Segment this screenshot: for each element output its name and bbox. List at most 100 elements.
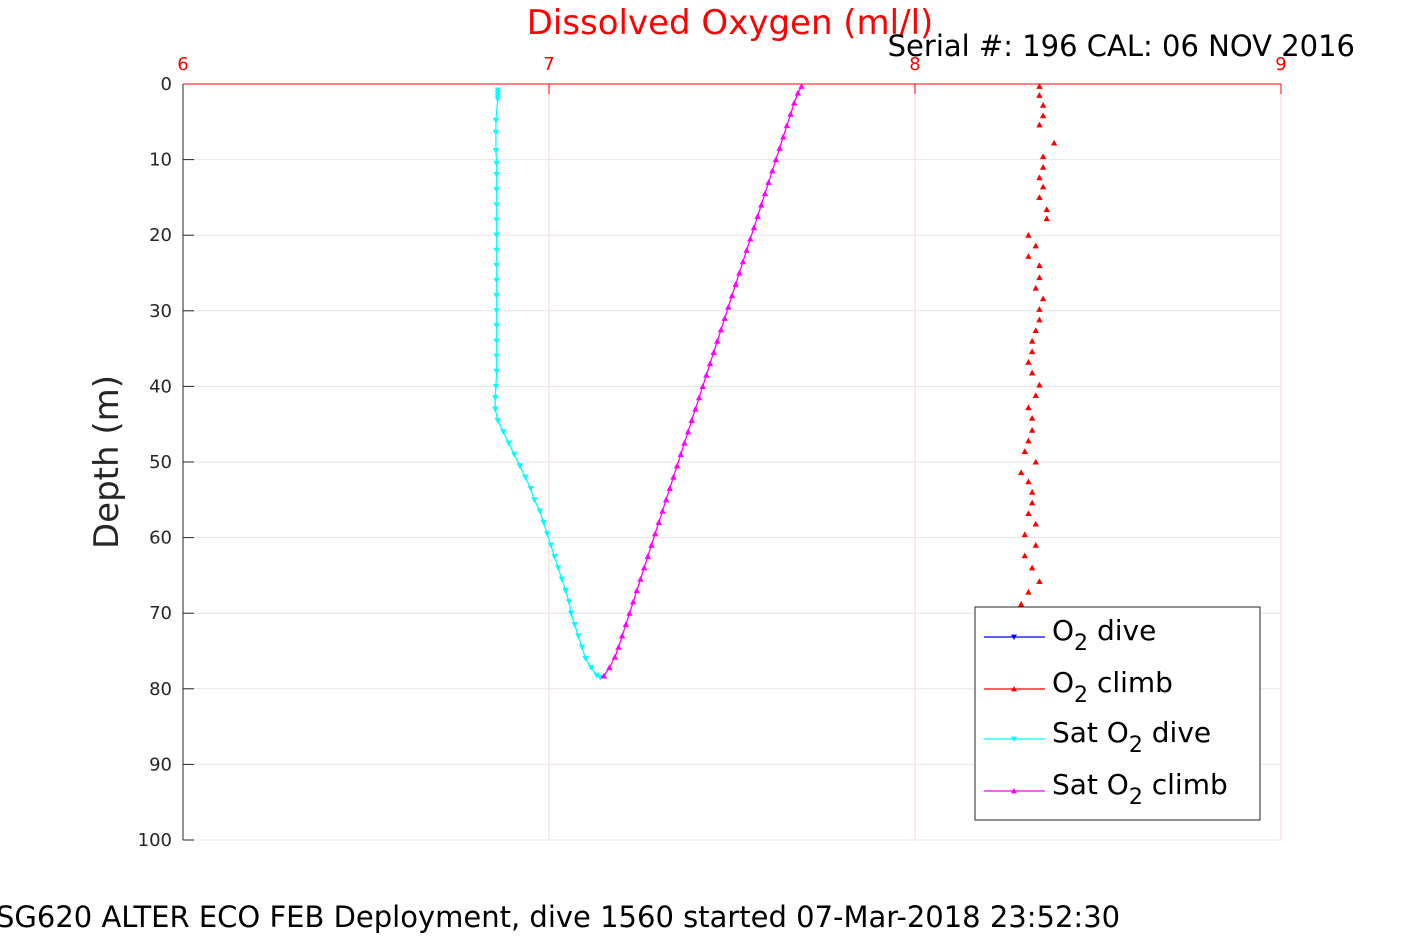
data-point	[1021, 531, 1028, 538]
data-point	[626, 610, 633, 616]
legend-swatch-marker	[1011, 788, 1017, 794]
data-point	[565, 599, 573, 606]
data-point	[1036, 121, 1043, 128]
data-point	[710, 349, 717, 355]
data-point	[1039, 112, 1047, 119]
data-point	[1039, 101, 1047, 108]
data-point	[1032, 392, 1039, 399]
data-point	[493, 323, 500, 330]
data-point	[655, 519, 662, 526]
data-point	[494, 90, 501, 97]
legend-label: Sat O2 climb	[1052, 768, 1228, 810]
data-point	[761, 190, 769, 197]
data-point	[536, 508, 544, 515]
data-point	[1025, 588, 1032, 595]
data-point	[491, 395, 499, 401]
data-point	[1036, 316, 1043, 323]
y-tick-label: 60	[149, 528, 172, 549]
data-point	[1021, 552, 1028, 559]
data-point	[732, 281, 739, 287]
data-point	[1036, 262, 1043, 268]
data-point	[493, 187, 500, 194]
data-point	[644, 553, 652, 560]
data-point	[692, 405, 699, 412]
legend-swatch-marker	[1011, 686, 1017, 692]
series-line	[603, 85, 803, 677]
data-point	[1028, 489, 1036, 495]
data-point	[511, 451, 518, 458]
data-point	[1028, 348, 1036, 355]
data-point	[721, 315, 728, 321]
y-tick-label: 70	[149, 603, 172, 624]
x-tick-label: 6	[177, 54, 188, 75]
data-point	[688, 417, 695, 423]
data-point	[769, 167, 776, 174]
data-point	[1039, 295, 1047, 302]
data-point	[725, 303, 732, 310]
data-point	[640, 564, 648, 571]
data-point	[1025, 232, 1032, 238]
y-tick-labels: 0 10 20 30 40 50 60 70 80 90 100	[138, 74, 172, 851]
data-point	[558, 576, 566, 583]
data-point	[1036, 381, 1043, 388]
data-point	[516, 463, 523, 469]
data-point	[493, 247, 500, 254]
data-point	[522, 474, 529, 481]
data-point	[662, 496, 670, 503]
data-point	[547, 542, 555, 549]
legend-label-subscript: 2	[1129, 733, 1143, 758]
data-point	[593, 672, 600, 679]
data-point	[1036, 578, 1043, 585]
data-point	[677, 451, 684, 457]
y-tick-label: 10	[149, 150, 172, 171]
data-point	[1039, 153, 1047, 160]
legend-label-part: dive	[1088, 614, 1156, 647]
data-point	[1036, 306, 1043, 312]
data-point	[670, 473, 677, 480]
y-tick-label: 100	[138, 830, 172, 851]
data-point	[493, 293, 500, 299]
data-point	[492, 383, 500, 390]
data-point	[651, 530, 659, 537]
data-point	[1028, 427, 1036, 433]
legend-label-subscript: 2	[1129, 785, 1143, 810]
data-point	[736, 269, 743, 276]
legend-label-subscript: 2	[1074, 631, 1088, 656]
legend-entry: Sat O2 dive	[984, 716, 1211, 758]
data-point	[1043, 215, 1050, 222]
data-point	[493, 368, 500, 375]
legend-label-part: dive	[1143, 716, 1211, 749]
y-tick-label: 40	[149, 376, 172, 397]
data-point	[1028, 337, 1036, 344]
data-point	[1025, 437, 1032, 444]
data-point	[1043, 206, 1050, 213]
data-point	[493, 232, 500, 239]
data-point	[562, 587, 569, 594]
data-point	[783, 122, 791, 129]
data-point	[1017, 600, 1025, 607]
legend-label-part: O	[1052, 614, 1074, 647]
data-point	[600, 672, 608, 679]
legend-swatch-marker	[1011, 736, 1017, 742]
data-point	[780, 133, 787, 140]
chart-title: Dissolved Oxygen (ml/l)	[527, 3, 934, 43]
data-point	[597, 674, 604, 681]
series-line	[494, 90, 601, 679]
data-point	[622, 621, 630, 628]
data-point	[1025, 404, 1032, 411]
data-point	[739, 258, 747, 265]
data-point	[606, 664, 613, 671]
data-point	[554, 565, 562, 572]
data-point	[750, 224, 758, 231]
data-point	[1032, 458, 1039, 465]
y-tick-label: 80	[149, 679, 172, 700]
y-axis-title: Depth (m)	[87, 375, 127, 549]
data-point	[587, 665, 595, 671]
data-point	[1032, 242, 1039, 249]
data-point	[791, 99, 798, 106]
data-point	[527, 485, 534, 492]
y-tick-label: 20	[149, 225, 172, 246]
data-point	[754, 213, 761, 219]
data-point	[1025, 510, 1032, 516]
data-series	[491, 83, 1058, 681]
